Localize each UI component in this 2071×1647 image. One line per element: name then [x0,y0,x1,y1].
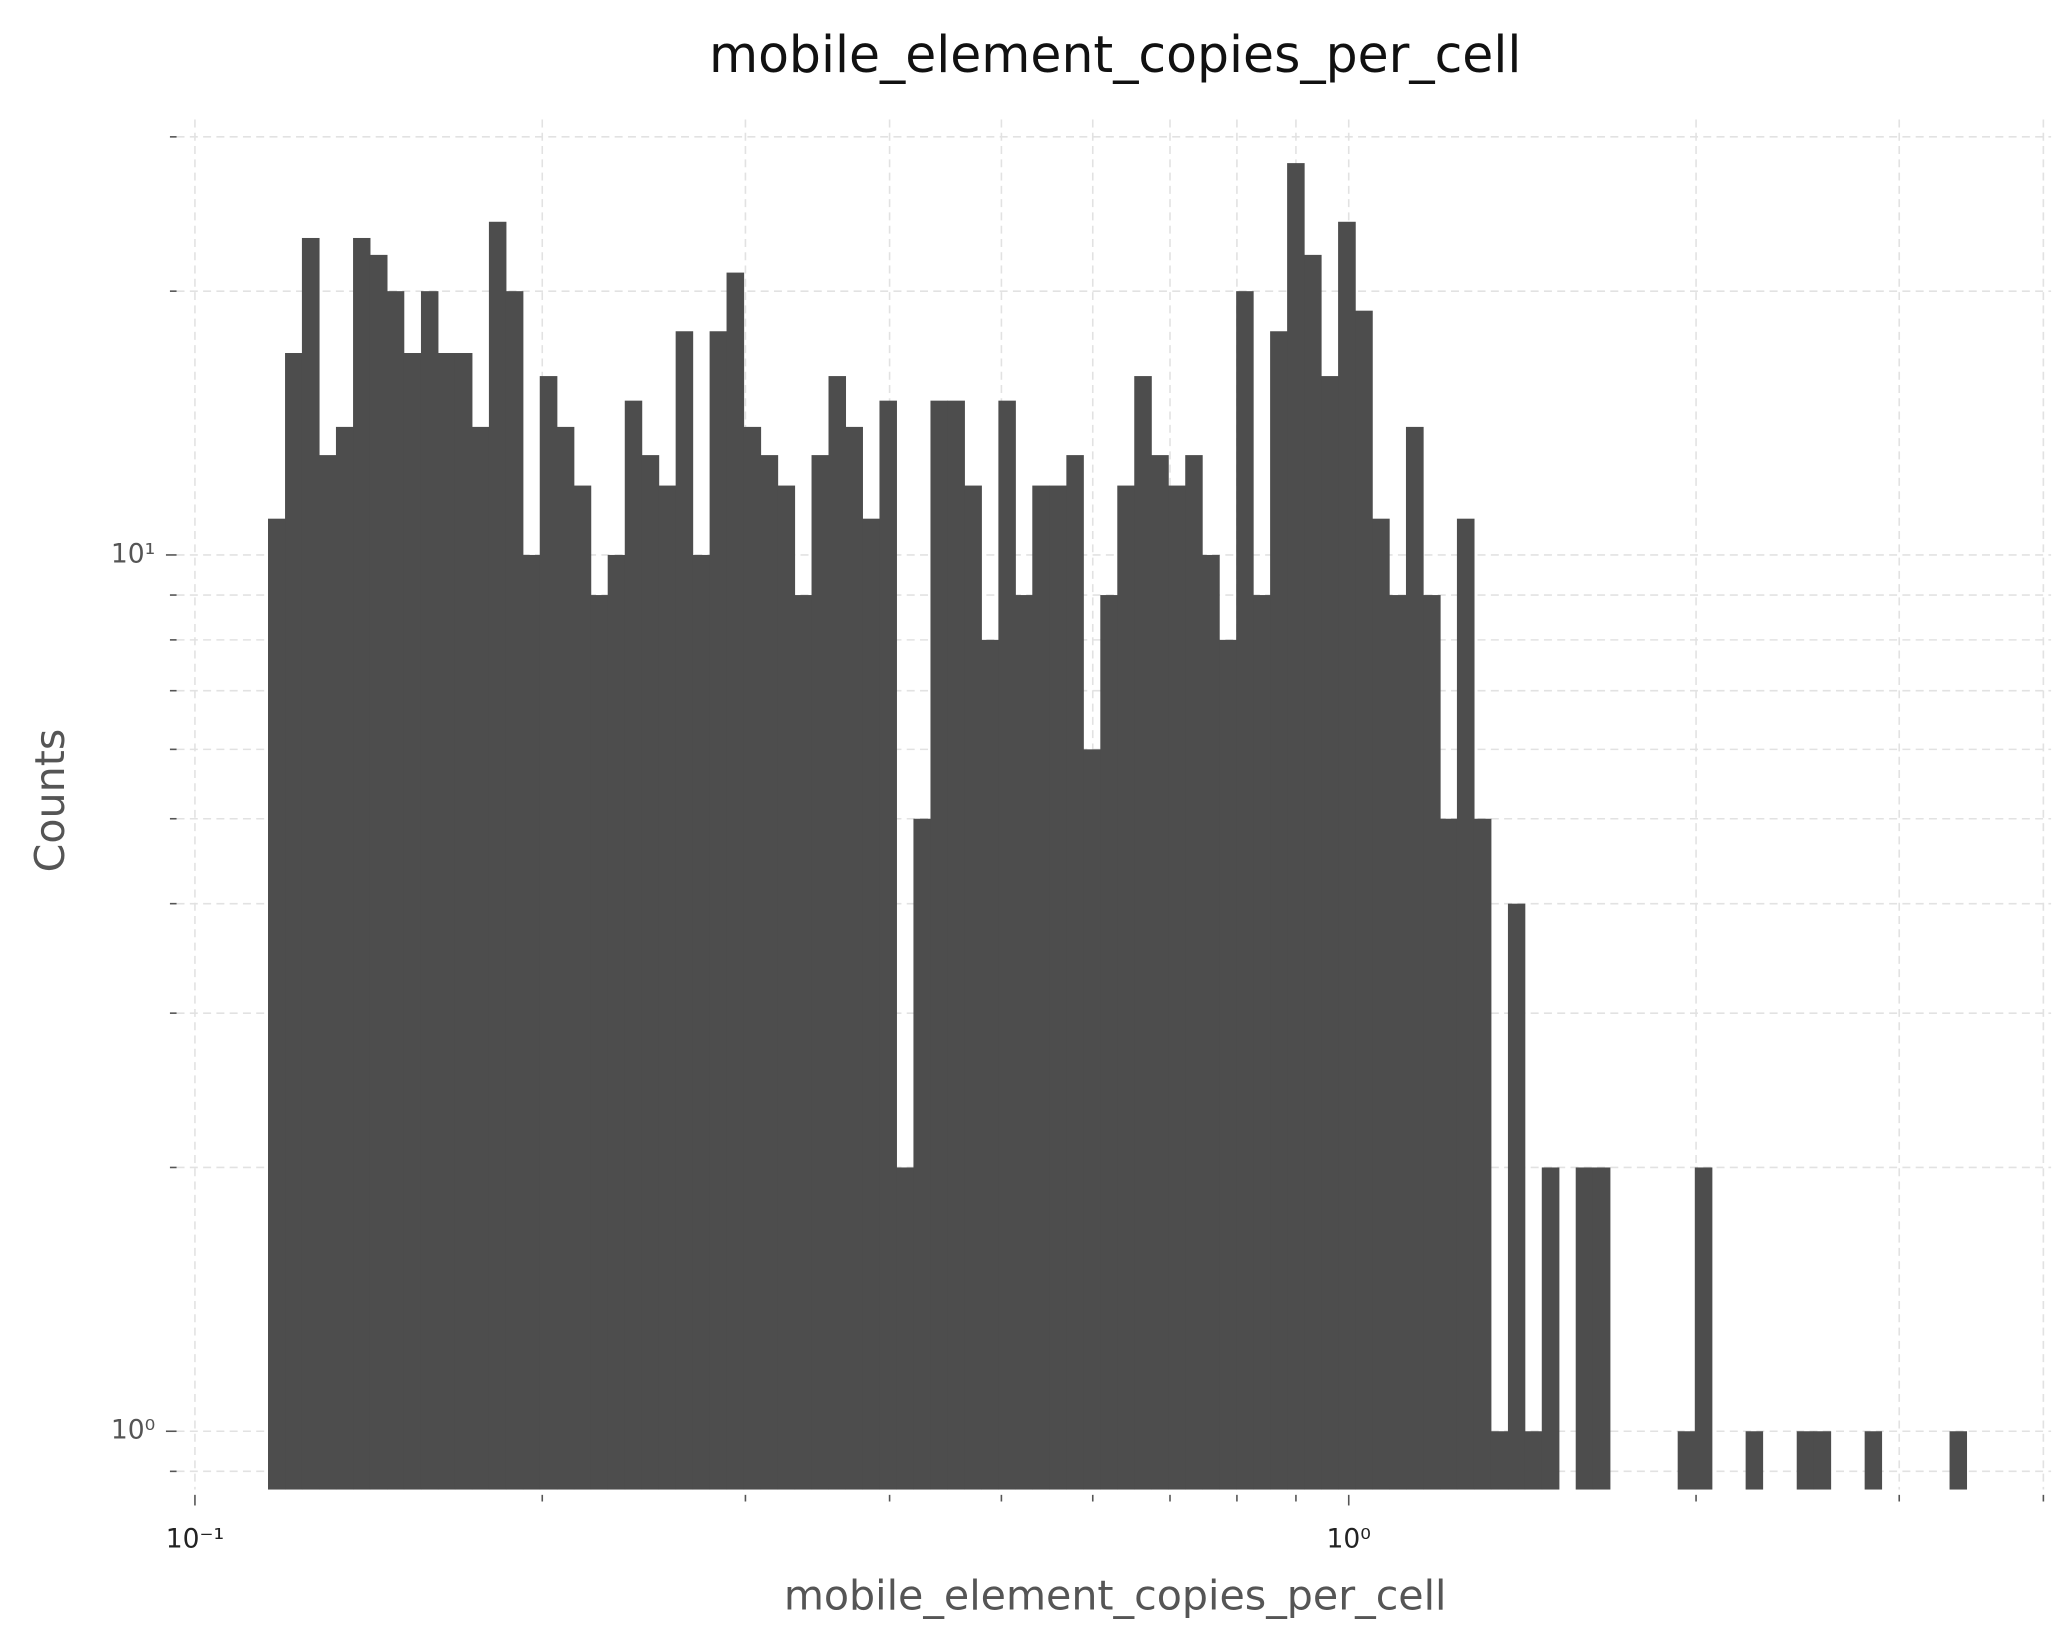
bar [505,291,524,1490]
bar [1253,595,1271,1490]
bar [1524,1431,1543,1490]
bar [1270,331,1288,1490]
bar [556,426,575,1490]
bar [522,554,541,1490]
bar [845,426,863,1490]
bar [1355,310,1373,1490]
bar [1473,818,1492,1490]
bar [692,554,711,1490]
bar [624,400,643,1490]
bar [658,485,677,1490]
bar [1813,1431,1832,1490]
bar [1405,426,1424,1490]
bar [964,485,982,1490]
bar [437,353,456,1490]
bar [1592,1167,1611,1490]
bar [607,554,626,1490]
chart-title: mobile_element_copies_per_cell [709,25,1521,84]
bar [1185,455,1203,1490]
bar [930,400,948,1490]
bar [353,237,371,1490]
bar [386,291,405,1490]
bar [488,221,507,1490]
bar [1507,903,1526,1490]
bar [1745,1431,1764,1490]
bar [1389,595,1407,1490]
bar [1304,254,1322,1490]
bars [268,163,1968,1490]
bar [981,639,999,1490]
bar [828,376,847,1490]
bar [1032,485,1050,1490]
bar [675,331,694,1490]
bar [743,426,762,1490]
bar [1949,1431,1968,1490]
bar [403,353,422,1490]
x-tick-label: 10⁻¹ [166,1523,224,1554]
y-tick-label: 10¹ [111,538,155,569]
bar [1219,639,1237,1490]
bar [777,485,796,1490]
bar [1575,1167,1594,1490]
bar [947,400,965,1490]
bar [879,400,897,1490]
bar [1677,1431,1696,1490]
bar [335,426,354,1490]
bar [1202,554,1220,1490]
bar [811,455,830,1490]
bar [454,353,473,1490]
bar [319,455,337,1490]
bar [862,518,880,1490]
bar [641,455,660,1490]
bar [285,353,303,1490]
bar [369,254,388,1490]
bar [1541,1167,1560,1490]
bar [709,331,728,1490]
bar [1134,376,1152,1490]
bar [794,595,813,1490]
x-axis-label: mobile_element_copies_per_cell [784,1571,1447,1619]
bar [913,818,931,1490]
bar [1117,485,1135,1490]
bar [1083,749,1101,1490]
bar [1151,455,1169,1490]
y-axis-label: Counts [26,729,74,873]
bar [998,400,1016,1490]
bar [301,237,320,1490]
bar [1423,595,1441,1490]
y-tick-label: 10⁰ [111,1415,155,1446]
bar [896,1167,914,1490]
bar [1490,1431,1509,1490]
bar [1440,818,1458,1490]
bar [1049,485,1067,1490]
bar [1236,291,1254,1490]
bar [1338,221,1356,1490]
bar [1287,163,1305,1490]
bar [1168,485,1186,1490]
bar [1321,376,1339,1490]
bar [1066,455,1084,1490]
bar [1100,595,1118,1490]
bar [1015,595,1033,1490]
bar [1372,518,1390,1490]
bar [760,455,779,1490]
bar [1694,1167,1713,1490]
bar [590,595,609,1490]
bar [268,518,286,1490]
bar [471,426,490,1490]
bar [420,291,439,1490]
x-tick-label: 10⁰ [1327,1523,1371,1554]
bar [539,376,558,1490]
bar [726,272,745,1490]
bar [1864,1431,1883,1490]
bar [573,485,592,1490]
bar [1796,1431,1815,1490]
axes: 10⁻¹ 10⁰ 10⁰ 10¹ [111,136,2045,1554]
bar [1456,518,1475,1490]
